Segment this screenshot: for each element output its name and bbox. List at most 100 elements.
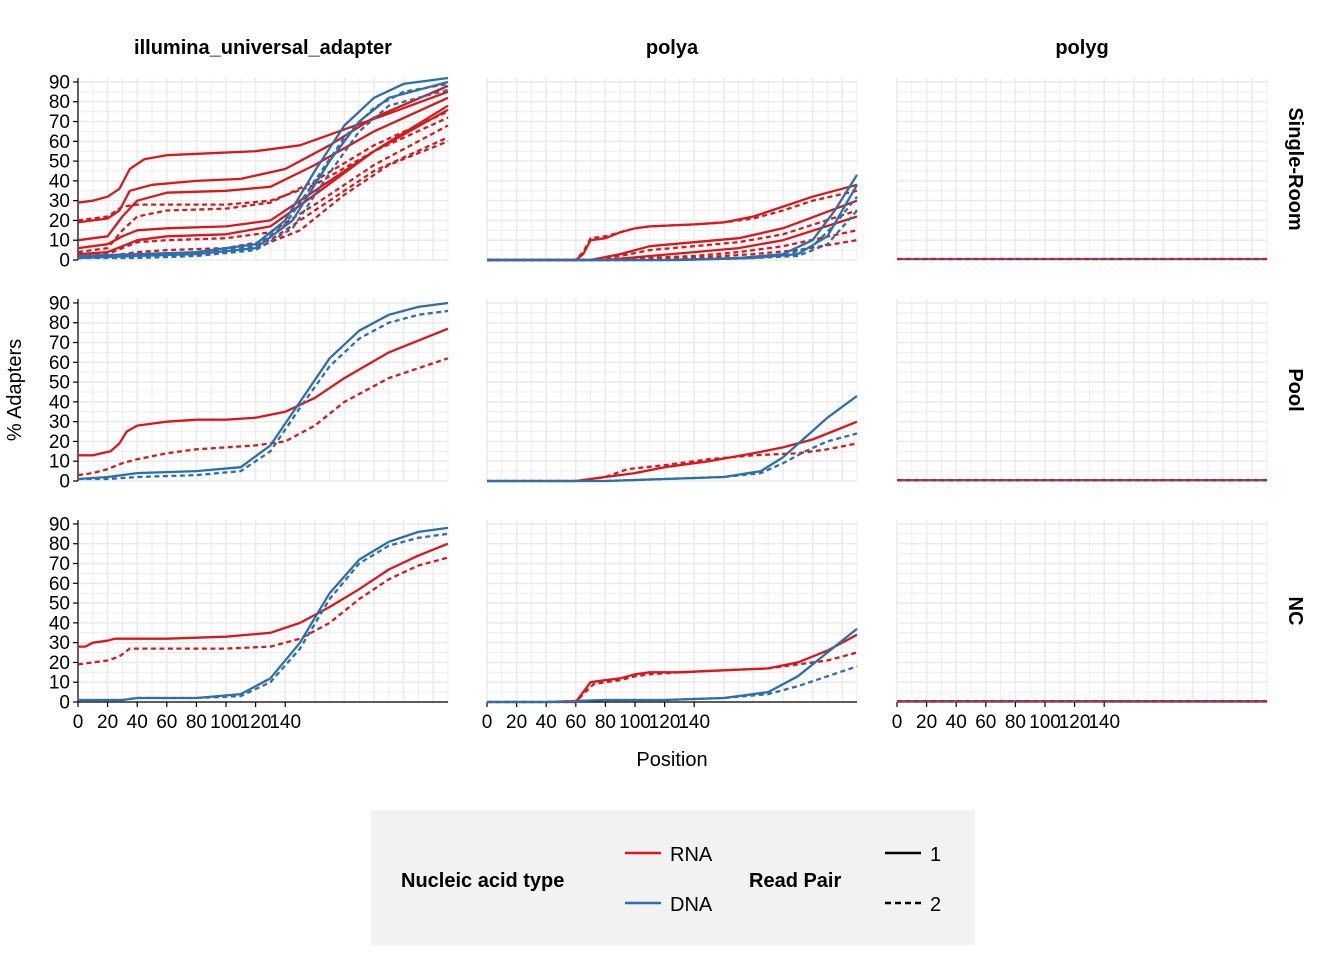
series-line-dna-read-1: [487, 174, 858, 262]
x-tick-label: 100: [210, 712, 242, 733]
series-line-dna-read-2: [78, 309, 449, 481]
y-tick-label: 40: [49, 171, 70, 192]
y-tick-label: 10: [49, 231, 70, 252]
panel-pool-polya: [486, 299, 858, 483]
series-line-rna-read-2: [77, 357, 449, 477]
x-tick-label: 40: [127, 712, 148, 733]
x-tick-label: 120: [1059, 712, 1091, 733]
y-tick-label: 50: [49, 152, 70, 173]
series-line-rna-read-2: [77, 124, 449, 258]
legend-label-dna: DNA: [670, 894, 713, 916]
y-tick-label: 60: [49, 132, 70, 153]
series-line-rna-read-1: [77, 90, 449, 204]
row-strip-single-room: Single-Room: [1284, 107, 1306, 230]
x-tick-label: 120: [240, 712, 272, 733]
series-line-rna-read-2: [77, 556, 449, 666]
y-tick-label: 40: [49, 392, 70, 413]
x-tick-label: 20: [97, 712, 118, 733]
x-tick-label: 80: [1005, 712, 1026, 733]
x-tick-label: 60: [975, 712, 996, 733]
series-line-dna-read-1: [77, 301, 449, 481]
y-tick-label: 20: [49, 432, 70, 453]
y-tick-label: 20: [49, 211, 70, 232]
legend-linetype-title: Read Pair: [749, 870, 841, 892]
series-line-dna-read-1: [487, 627, 858, 704]
panel-single-room-polya: [486, 78, 858, 262]
series-line-rna-read-1: [77, 84, 449, 224]
y-tick-label: 50: [49, 594, 70, 615]
y-tick-label: 80: [49, 92, 70, 113]
x-tick-label: 40: [536, 712, 557, 733]
x-tick-label: 0: [892, 712, 903, 733]
y-tick-label: 70: [49, 333, 70, 354]
y-tick-label: 40: [49, 613, 70, 634]
y-tick-label: 60: [49, 353, 70, 374]
y-tick-label: 70: [49, 112, 70, 133]
x-tick-label: 100: [619, 712, 651, 733]
x-tick-label: 80: [186, 712, 207, 733]
y-tick-label: 20: [49, 653, 70, 674]
y-tick-label: 80: [49, 313, 70, 334]
x-tick-label: 60: [565, 712, 586, 733]
y-tick-label: 90: [49, 72, 70, 93]
x-axis-title: Position: [636, 749, 707, 771]
x-tick-label: 100: [1029, 712, 1061, 733]
series-line-dna-read-1: [487, 394, 858, 483]
y-tick-label: 0: [59, 693, 70, 714]
series-line-dna-read-2: [78, 532, 449, 702]
column-strip-polya: polya: [646, 37, 699, 59]
series-line-dna-read-1: [77, 76, 449, 258]
legend-label-read-2: 2: [930, 894, 941, 916]
column-strip-illumina_universal_adapter: illumina_universal_adapter: [134, 37, 392, 59]
x-tick-label: 140: [678, 712, 710, 733]
series-line-rna-read-2: [487, 651, 858, 704]
x-tick-label: 20: [916, 712, 937, 733]
series-line-rna-read-1: [78, 327, 449, 457]
series-line-dna-read-2: [487, 665, 858, 704]
panel-single-room-polyg: [896, 78, 1268, 261]
x-tick-label: 140: [269, 712, 301, 733]
x-tick-label: 80: [595, 712, 616, 733]
legend-label-rna: RNA: [670, 844, 713, 866]
series-line-dna-read-2: [487, 209, 858, 262]
series-line-dna-read-2: [78, 88, 449, 260]
panels-layer: illumina_universal_adapter polya polyg Sing…: [49, 37, 1306, 733]
series-line-dna-read-1: [487, 184, 858, 262]
y-axis-title: % Adapters: [4, 339, 26, 441]
series-line-rna-read-1: [77, 104, 449, 250]
x-tick-label: 40: [946, 712, 967, 733]
legend-color-title: Nucleic acid type: [401, 870, 564, 892]
series-line-rna-read-1: [77, 108, 449, 256]
y-tick-label: 30: [49, 633, 70, 654]
series-line-rna-read-1: [78, 542, 449, 648]
y-tick-label: 90: [49, 514, 70, 535]
y-tick-label: 30: [49, 191, 70, 212]
series-line-rna-read-2: [487, 229, 858, 262]
series-line-rna-read-2: [487, 442, 858, 483]
series-line-rna-read-2: [77, 116, 449, 222]
series-line-dna-read-2: [487, 432, 858, 483]
series-line-rna-read-1: [487, 183, 858, 262]
x-tick-label: 20: [506, 712, 527, 733]
legend: Nucleic acid type RNA DNA Read Pair 1 2: [371, 810, 975, 945]
legend-label-read-1: 1: [930, 844, 941, 866]
series-line-dna-read-1: [78, 526, 449, 702]
y-tick-label: 10: [49, 452, 70, 473]
y-tick-label: 80: [49, 534, 70, 555]
legend-background: [371, 810, 975, 945]
y-tick-label: 50: [49, 373, 70, 394]
y-tick-label: 30: [49, 412, 70, 433]
y-tick-label: 60: [49, 574, 70, 595]
x-tick-label: 0: [482, 712, 493, 733]
series-line-rna-read-2: [77, 110, 449, 254]
x-tick-label: 0: [73, 712, 84, 733]
column-strip-polyg: polyg: [1055, 37, 1108, 59]
row-strip-nc: NC: [1284, 597, 1306, 626]
x-tick-label: 140: [1088, 712, 1120, 733]
x-tick-label: 60: [156, 712, 177, 733]
y-tick-label: 0: [59, 251, 70, 272]
